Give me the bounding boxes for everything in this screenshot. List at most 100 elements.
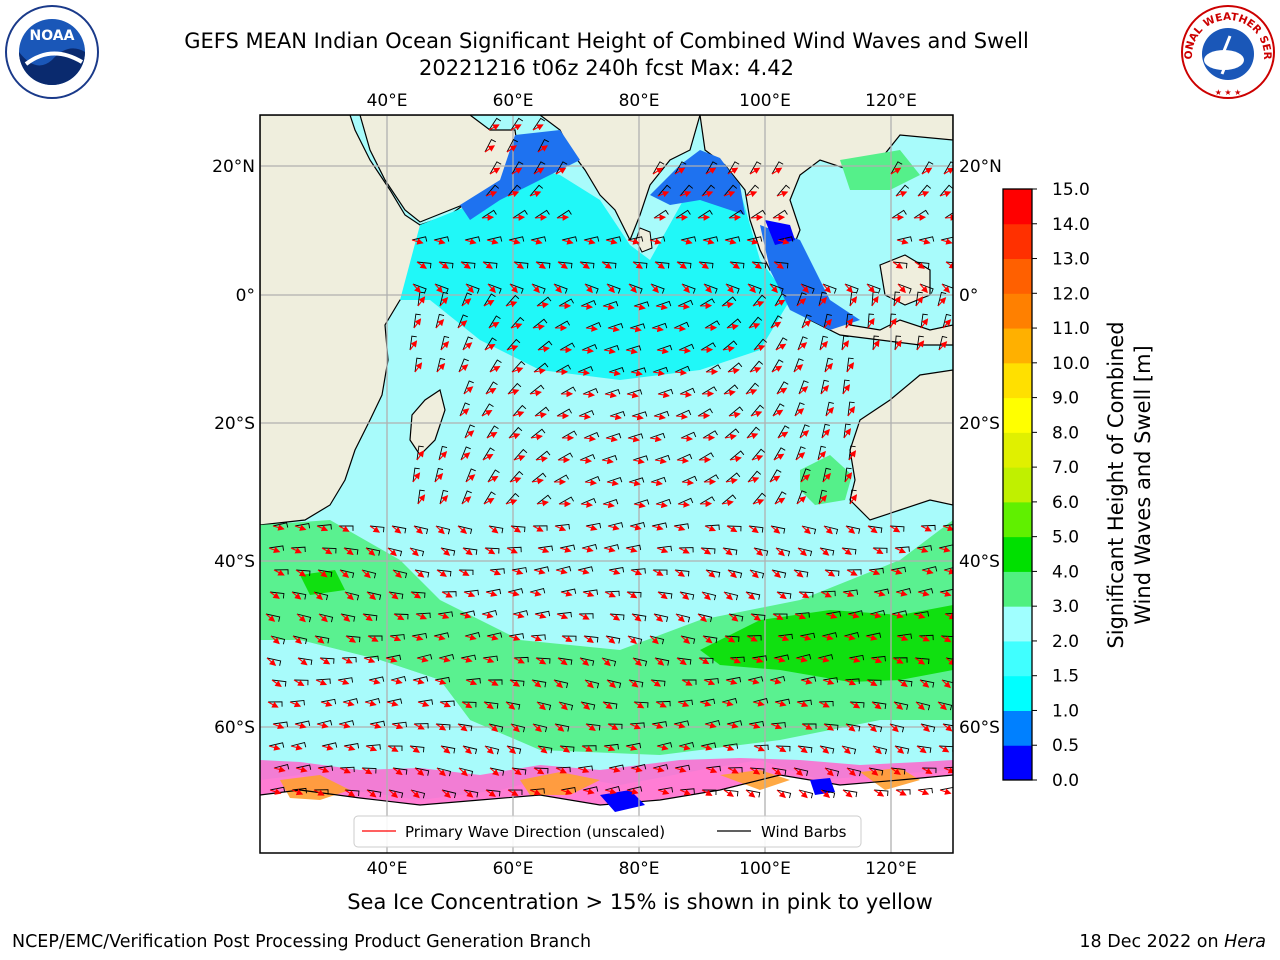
wind-barb [746,426,761,439]
wave-direction-arrow [823,723,835,731]
wave-direction-arrow [797,745,808,754]
wind-barb [605,635,621,644]
wave-direction-arrow [897,679,908,687]
wave-direction-arrow [511,568,524,575]
wave-direction-arrow [681,679,693,686]
wave-direction-arrow [772,613,784,620]
wave-direction-arrow [458,767,468,777]
wave-direction-arrow [410,591,422,599]
wave-direction-arrow [505,701,516,710]
wave-direction-arrow [628,679,639,688]
wave-direction-arrow [697,613,707,623]
wind-barb [796,292,807,307]
wave-direction-arrow [703,679,716,686]
wind-barb [941,679,953,684]
wave-direction-arrow [632,457,645,465]
wind-barb [440,745,456,754]
wave-direction-arrow [894,745,905,754]
wind-barb [435,525,451,535]
wave-direction-arrow [583,635,594,643]
wave-direction-arrow [871,295,879,307]
wave-direction-arrow [603,745,616,752]
wind-barb [537,138,549,153]
wind-barb [650,283,665,294]
wave-direction-arrow [769,678,782,685]
wave-direction-arrow [800,678,813,685]
wave-direction-arrow [601,457,614,465]
wave-direction-arrow [775,547,785,557]
wave-direction-arrow [676,457,690,464]
wave-region-southern-ocean [260,520,953,755]
wind-barb [489,767,505,776]
wave-direction-arrow [630,569,643,576]
wind-barb [625,345,642,351]
wind-barb [776,789,792,799]
wind-barb [629,323,646,329]
wave-direction-arrow [896,238,909,245]
wind-barb [486,425,499,439]
wave-direction-arrow [318,613,328,623]
wave-direction-arrow [535,261,546,269]
wave-direction-arrow [794,613,807,620]
wave-direction-arrow [845,723,856,732]
lat-label: 20°S [214,414,255,434]
wave-direction-arrow [704,722,717,729]
wave-direction-arrow [433,634,446,641]
wave-direction-arrow [679,190,692,198]
wave-direction-arrow [651,325,664,333]
wave-direction-arrow [701,591,711,601]
wave-direction-arrow [633,501,646,509]
wind-barb [867,723,883,733]
wave-direction-arrow [798,789,808,799]
wave-direction-arrow [535,657,547,665]
wind-barb [270,635,286,645]
wave-direction-arrow [822,472,831,483]
wave-direction-arrow [290,547,302,554]
wave-direction-arrow [367,635,379,642]
wind-barb [532,117,546,131]
wave-direction-arrow [416,450,425,461]
wave-direction-arrow [531,283,540,294]
wave-direction-arrow [602,303,615,311]
wind-barb [457,723,473,732]
wave-direction-arrow [753,547,764,556]
wave-direction-arrow [561,238,574,245]
wave-direction-arrow [698,261,709,269]
wave-direction-arrow [914,261,925,269]
wave-direction-arrow [364,700,377,707]
wind-barb [556,209,572,219]
wave-direction-arrow [489,365,501,373]
wind-barb [680,635,696,644]
wave-direction-arrow [531,477,544,485]
wave-direction-arrow [389,635,402,642]
wave-direction-arrow [748,525,759,534]
wind-barb [481,209,497,219]
wave-direction-arrow [508,634,521,641]
wave-direction-arrow [554,525,567,532]
wave-direction-arrow [578,613,590,620]
wind-barb [747,283,762,294]
wave-direction-arrow [531,679,542,688]
chart-subtitle: 20221216 t06z 240h fcst Max: 4.42 [419,56,794,80]
wind-barb [581,343,598,351]
colorbar-tick-label: 0.0 [1052,771,1079,791]
wave-direction-arrow [676,261,687,269]
wind-barb [678,343,695,351]
wave-direction-arrow [913,612,926,619]
wave-direction-arrow [534,411,547,419]
wind-barb [774,293,787,307]
wave-direction-arrow [895,590,908,597]
wave-direction-arrow [296,613,306,623]
wave-direction-arrow [585,524,598,531]
wave-direction-arrow [775,343,787,351]
wave-region-arabian-sea-low [460,130,580,220]
wind-barb [434,283,449,294]
wave-direction-arrow [461,701,473,709]
wind-barb [650,476,667,483]
wave-direction-arrow [608,766,621,773]
wave-direction-arrow [700,547,712,555]
wave-direction-arrow [294,722,307,729]
wave-direction-arrow [488,723,499,732]
wave-direction-arrow [632,261,643,269]
wave-direction-arrow [722,744,735,751]
